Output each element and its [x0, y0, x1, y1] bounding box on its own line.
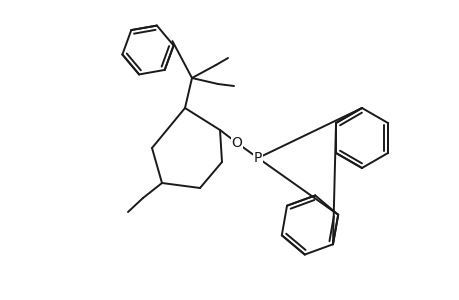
Text: O: O [231, 136, 242, 150]
Text: P: P [253, 151, 262, 165]
